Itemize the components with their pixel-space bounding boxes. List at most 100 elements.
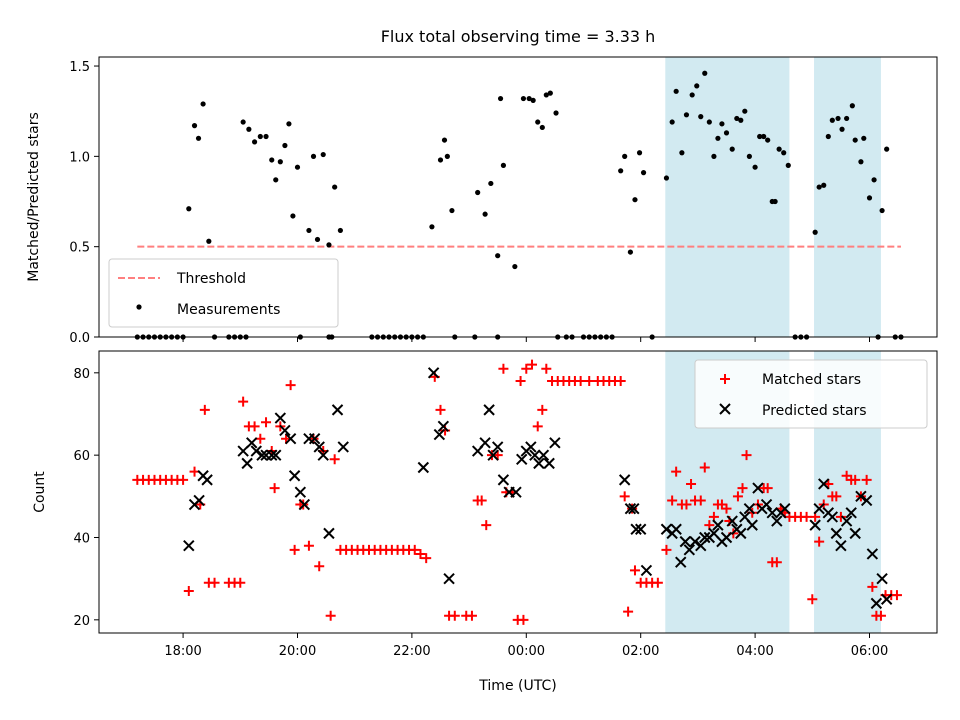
data-point bbox=[729, 146, 735, 152]
data-point bbox=[746, 153, 752, 159]
legend-predicted-swatch bbox=[719, 403, 731, 415]
legend: Threshold Measurements bbox=[108, 258, 339, 328]
data-point bbox=[488, 180, 494, 187]
y-tick-label: 0.5 bbox=[69, 241, 90, 256]
data-point bbox=[742, 108, 748, 114]
data-point bbox=[689, 92, 695, 98]
data-point bbox=[475, 189, 481, 196]
data-point bbox=[331, 404, 344, 416]
data-point bbox=[825, 133, 831, 140]
data-point bbox=[240, 119, 246, 125]
data-point bbox=[323, 527, 335, 540]
data-point bbox=[761, 133, 767, 140]
data-point bbox=[533, 457, 545, 470]
y-tick-label: 80 bbox=[73, 367, 90, 382]
data-point bbox=[282, 142, 288, 149]
data-point bbox=[779, 502, 791, 515]
axes-frame bbox=[98, 350, 938, 634]
data-point bbox=[845, 507, 857, 519]
data-point bbox=[670, 523, 682, 535]
data-point bbox=[269, 157, 275, 163]
data-point bbox=[849, 527, 861, 540]
data-point bbox=[479, 437, 491, 449]
data-point bbox=[683, 544, 696, 556]
data-point bbox=[762, 483, 773, 494]
legend-measurements-swatch bbox=[136, 304, 142, 310]
data-point bbox=[427, 367, 440, 379]
data-point bbox=[241, 457, 253, 470]
data-point bbox=[636, 150, 643, 156]
legend-matched-swatch bbox=[720, 374, 730, 384]
data-point bbox=[537, 449, 550, 461]
data-point bbox=[178, 474, 189, 485]
data-point bbox=[183, 540, 195, 552]
data-point bbox=[529, 449, 541, 461]
x-axis-label: Time (UTC) bbox=[478, 678, 556, 694]
data-point bbox=[288, 470, 301, 482]
data-point bbox=[289, 544, 300, 555]
x-tick-label: 22:00 bbox=[393, 644, 430, 659]
data-point bbox=[640, 564, 653, 577]
y-axis-label: Count bbox=[32, 471, 48, 513]
data-point bbox=[209, 577, 220, 588]
data-point bbox=[237, 445, 249, 457]
data-point bbox=[737, 483, 748, 494]
data-point bbox=[752, 482, 764, 494]
data-point bbox=[326, 242, 332, 248]
data-point bbox=[875, 610, 886, 621]
x-tick-label: 06:00 bbox=[851, 644, 888, 659]
data-point bbox=[246, 126, 252, 132]
data-point bbox=[702, 70, 708, 76]
data-point bbox=[193, 494, 205, 507]
data-point bbox=[183, 586, 194, 597]
legend-box bbox=[694, 359, 928, 429]
data-point bbox=[541, 363, 552, 374]
data-point bbox=[813, 502, 825, 515]
data-point bbox=[839, 126, 845, 132]
data-point bbox=[679, 150, 685, 156]
data-point bbox=[249, 421, 260, 432]
data-point bbox=[270, 449, 282, 461]
data-point bbox=[766, 507, 778, 519]
legend-label: Matched stars bbox=[762, 372, 861, 388]
data-point bbox=[760, 498, 773, 511]
data-point bbox=[699, 462, 710, 473]
data-point bbox=[771, 557, 782, 568]
data-point bbox=[191, 123, 198, 129]
data-point bbox=[867, 581, 878, 592]
data-point bbox=[835, 540, 847, 552]
data-point bbox=[195, 135, 202, 141]
data-point bbox=[663, 175, 670, 181]
data-point bbox=[530, 97, 536, 103]
data-point bbox=[266, 449, 278, 461]
data-point bbox=[409, 544, 420, 555]
data-point bbox=[830, 527, 843, 540]
data-point bbox=[532, 421, 543, 432]
data-point bbox=[261, 417, 272, 428]
data-point bbox=[630, 523, 642, 535]
data-point bbox=[695, 540, 707, 552]
data-point bbox=[689, 535, 701, 548]
data-point bbox=[699, 531, 711, 544]
data-point bbox=[861, 474, 872, 485]
data-point bbox=[476, 495, 487, 506]
data-point bbox=[549, 437, 561, 449]
data-point bbox=[675, 556, 687, 568]
counts-panel: 18:00 20:00 22:00 00:00 02:00 04:00 06:00 20 40 6… bbox=[32, 350, 938, 659]
data-point bbox=[618, 168, 624, 174]
data-point bbox=[415, 548, 426, 559]
data-point bbox=[781, 150, 787, 156]
y-tick-label: 40 bbox=[73, 531, 90, 546]
data-point bbox=[298, 498, 311, 511]
data-point bbox=[441, 137, 448, 143]
data-point bbox=[686, 478, 697, 489]
x-tick-label: 04:00 bbox=[736, 644, 773, 659]
data-point bbox=[235, 577, 246, 588]
data-point bbox=[521, 363, 532, 374]
data-point bbox=[575, 376, 586, 387]
data-point bbox=[880, 593, 893, 605]
data-point bbox=[855, 490, 867, 503]
data-point bbox=[809, 519, 821, 531]
data-point bbox=[186, 206, 192, 212]
data-point bbox=[771, 515, 783, 527]
